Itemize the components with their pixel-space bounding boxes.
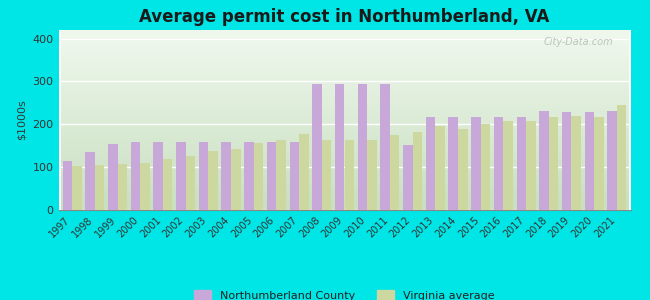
Bar — [549, 117, 558, 210]
Bar — [503, 121, 513, 210]
Bar — [267, 142, 276, 210]
Bar — [448, 117, 458, 210]
Bar — [571, 116, 581, 210]
Bar — [436, 126, 445, 210]
Bar — [607, 111, 617, 210]
Bar — [163, 159, 172, 210]
Bar — [367, 140, 377, 210]
Bar — [131, 142, 140, 210]
Bar — [380, 84, 390, 210]
Bar — [153, 142, 163, 210]
Bar — [140, 163, 150, 210]
Bar — [289, 142, 299, 210]
Bar — [494, 117, 503, 210]
Bar — [276, 140, 286, 210]
Bar — [176, 142, 186, 210]
Bar — [231, 149, 240, 210]
Bar — [118, 164, 127, 210]
Bar — [344, 140, 354, 210]
Bar — [244, 142, 254, 210]
Bar — [199, 142, 208, 210]
Bar — [481, 124, 490, 210]
Bar — [517, 117, 526, 210]
Bar — [471, 117, 481, 210]
Bar — [617, 105, 627, 210]
Text: City-Data.com: City-Data.com — [543, 37, 614, 47]
Bar — [335, 84, 344, 210]
Bar — [562, 112, 571, 210]
Bar — [390, 135, 400, 210]
Bar — [222, 142, 231, 210]
Bar — [426, 117, 436, 210]
Title: Average permit cost in Northumberland, VA: Average permit cost in Northumberland, V… — [139, 8, 550, 26]
Bar — [95, 165, 105, 210]
Bar — [458, 129, 467, 210]
Bar — [540, 111, 549, 210]
Bar — [594, 117, 604, 210]
Bar — [72, 166, 82, 210]
Bar — [108, 144, 118, 210]
Bar — [312, 84, 322, 210]
Bar — [358, 84, 367, 210]
Bar — [526, 121, 536, 210]
Bar — [85, 152, 95, 210]
Bar — [584, 112, 594, 210]
Legend: Northumberland County, Virginia average: Northumberland County, Virginia average — [190, 286, 499, 300]
Bar — [413, 132, 422, 210]
Bar — [186, 156, 195, 210]
Bar — [322, 140, 332, 210]
Y-axis label: $1000s: $1000s — [17, 100, 27, 140]
Bar — [62, 161, 72, 210]
Bar — [403, 145, 413, 210]
Bar — [208, 151, 218, 210]
Bar — [254, 143, 263, 210]
Bar — [299, 134, 309, 210]
